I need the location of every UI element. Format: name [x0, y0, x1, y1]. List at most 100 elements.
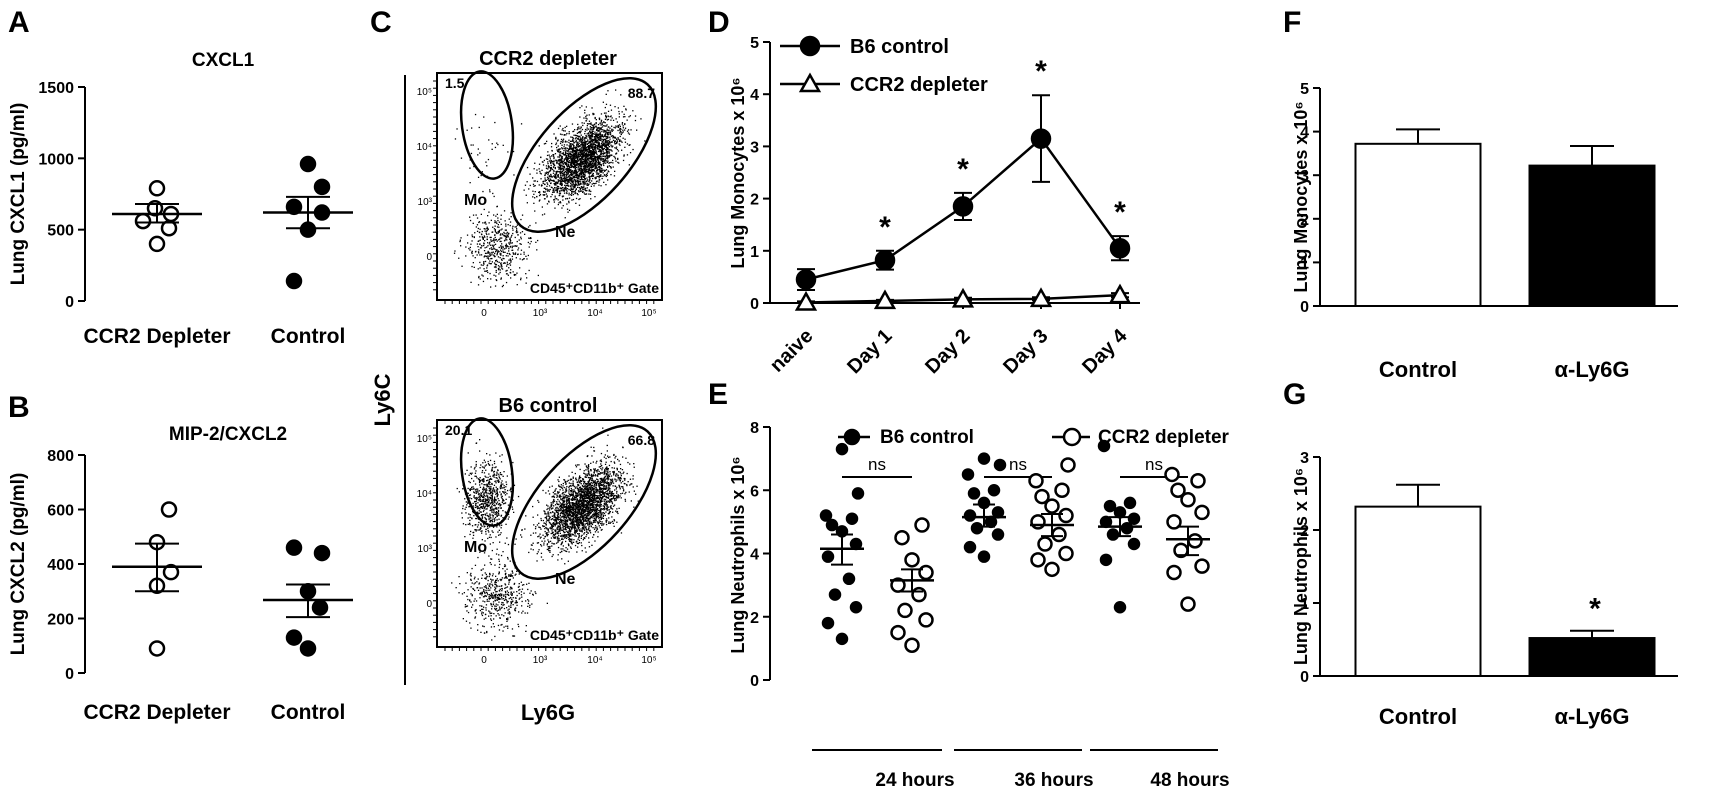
panel-c-plot-1-event-dot [494, 121, 496, 124]
panel-c-plot-1-event-dot [505, 246, 507, 248]
panel-c-plot-2-event-dot [565, 503, 567, 505]
panel-c-plot-2-event-dot [560, 520, 563, 522]
panel-c-plot-1-event-dot [582, 152, 585, 154]
panel-c-plot-1-event-dot [555, 174, 557, 177]
panel-c-plot-1-event-dot [612, 159, 614, 162]
panel-c-plot-1-event-dot [558, 156, 560, 158]
panel-c-plot-1-event-dot [471, 252, 473, 255]
panel-c-plot-1-event-dot [571, 192, 573, 194]
panel-c-plot-1-event-dot [571, 178, 573, 180]
panel-c-plot-1-event-dot [492, 246, 495, 248]
panel-c-plot-1-event-dot [539, 170, 541, 173]
panel-c-plot-2-event-dot [593, 528, 596, 530]
panel-c-plot-2-event-dot [603, 492, 605, 494]
panel-c-plot-1-event-dot [582, 160, 585, 162]
panel-c-plot-1-event-dot [550, 179, 552, 181]
panel-c-plot-1-event-dot [595, 122, 597, 124]
panel-c-plot-1-event-dot [583, 160, 586, 162]
panel-c-plot-2-event-dot [549, 523, 552, 525]
panel-c-plot-1-event-dot [559, 177, 561, 179]
panel-c-plot-1-event-dot [593, 136, 595, 138]
panel-c-plot-1-event-dot [559, 167, 562, 169]
panel-c-plot-1-event-dot [594, 144, 596, 146]
panel-c-plot-1-event-dot [606, 133, 609, 135]
panel-c-plot-2-event-dot [614, 462, 616, 464]
panel-c-plot-1-event-dot [486, 257, 488, 259]
panel-c-plot-1-event-dot [484, 230, 486, 232]
panel-c-plot-1-event-dot [557, 174, 560, 176]
panel-c-plot-1-event-dot [523, 258, 525, 260]
panel-c-plot-1-event-dot [612, 162, 614, 164]
panel-c-plot-1-event-dot [507, 255, 509, 257]
panel-c-plot-2-event-dot [597, 475, 599, 477]
panel-c-plot-1-event-dot [586, 177, 588, 179]
panel-c-plot-1-event-dot [567, 184, 569, 187]
panel-c-plot-1-event-dot [573, 146, 575, 148]
panel-c-plot-2-event-dot [603, 477, 605, 480]
panel-c-plot-1-event-dot [512, 225, 514, 227]
panel-c-plot-2-event-dot [606, 467, 608, 470]
panel-c-plot-1-event-dot [606, 153, 608, 155]
panel-c-plot-2-event-dot [568, 532, 570, 535]
panel-c-plot-1-event-dot [590, 152, 592, 154]
panel-c-plot-2-event-dot [614, 478, 616, 480]
panel-c-plot-1-event-dot [571, 174, 573, 176]
panel-c-plot-1-event-dot [472, 222, 474, 224]
panel-c-plot-1-event-dot [577, 190, 580, 192]
panel-c-plot-1-event-dot [593, 157, 595, 159]
panel-c-plot-2-events [451, 427, 639, 641]
panel-c-plot-1-event-dot [607, 115, 609, 117]
panel-c-plot-1-event-dot [609, 116, 611, 118]
panel-c-plot-1-event-dot [568, 180, 570, 182]
panel-c-plot-1-event-dot [599, 161, 601, 163]
panel-c-plot-1-event-dot [577, 175, 579, 177]
panel-c-plot-2-event-dot [601, 472, 603, 474]
panel-c-plot-1-event-dot [574, 160, 577, 162]
panel-c-plot-1-event-dot [487, 228, 489, 231]
panel-c-plot-1-event-dot [550, 146, 553, 148]
panel-c-plot-2-event-dot [605, 521, 607, 523]
panel-c-plot-2-event-dot [588, 466, 590, 468]
panel-c-plot-2-event-dot [571, 523, 573, 525]
panel-c-plot-1-event-dot [570, 194, 572, 196]
panel-c-plot-1-event-dot [599, 175, 601, 177]
panel-c-plot-1-event-dot [598, 144, 600, 146]
panel-c-plot-1-event-dot [588, 172, 591, 174]
panel-c-plot-2-event-dot [595, 511, 597, 513]
panel-c-plot-1-event-dot [568, 153, 570, 155]
panel-c-plot-1-event-dot [603, 170, 606, 172]
panel-c-plot-1-event-dot [610, 167, 612, 169]
panel-c-plot-2-event-dot [600, 487, 602, 489]
panel-c-plot-1-event-dot [577, 155, 579, 157]
panel-c-plot-1-event-dot [488, 252, 490, 254]
panel-c-plot-1-event-dot [595, 125, 597, 127]
panel-c-plot-1-event-dot [514, 226, 516, 228]
panel-c-plot-2-event-dot [582, 512, 584, 514]
panel-c-plot-1-event-dot [496, 226, 499, 228]
panel-c-plot-2-event-dot [606, 519, 608, 522]
panel-c-plot-1-event-dot [580, 140, 582, 142]
panel-c-plot-2-event-dot [605, 523, 608, 526]
panel-c-plot-2-event-dot [587, 515, 590, 517]
panel-c-plot-1-event-dot [494, 230, 496, 232]
panel-c-plot-1-event-dot [561, 152, 563, 154]
panel-c-plot-1-event-dot [595, 165, 598, 167]
panel-c-plot-1-event-dot [606, 141, 608, 143]
panel-c-plot-2-event-dot [622, 472, 624, 475]
panel-c-plot-1-event-dot [560, 140, 562, 143]
panel-c-plot-1-event-dot [499, 269, 501, 271]
panel-c-plot-1-event-dot [479, 243, 481, 245]
panel-c-plot-2-event-dot [562, 500, 564, 502]
panel-c-plot-1-event-dot [587, 155, 589, 158]
panel-c-plot-1-event-dot [566, 164, 568, 166]
panel-c-plot-2-event-dot [537, 514, 539, 516]
panel-c-plot-2-event-dot [589, 477, 592, 479]
panel-c-plot-1-event-dot [575, 136, 577, 139]
panel-c-plot-1-event-dot [599, 154, 601, 156]
panel-b-y-tick-label: 200 [47, 612, 74, 629]
panel-c-plot-1-event-dot [589, 167, 591, 169]
panel-c-plot-1-event-dot [580, 139, 582, 141]
panel-c-plot-1-event-dot [588, 151, 590, 153]
panel-c-plot-2-event-dot [600, 467, 602, 470]
panel-c-plot-1-event-dot [568, 209, 571, 211]
